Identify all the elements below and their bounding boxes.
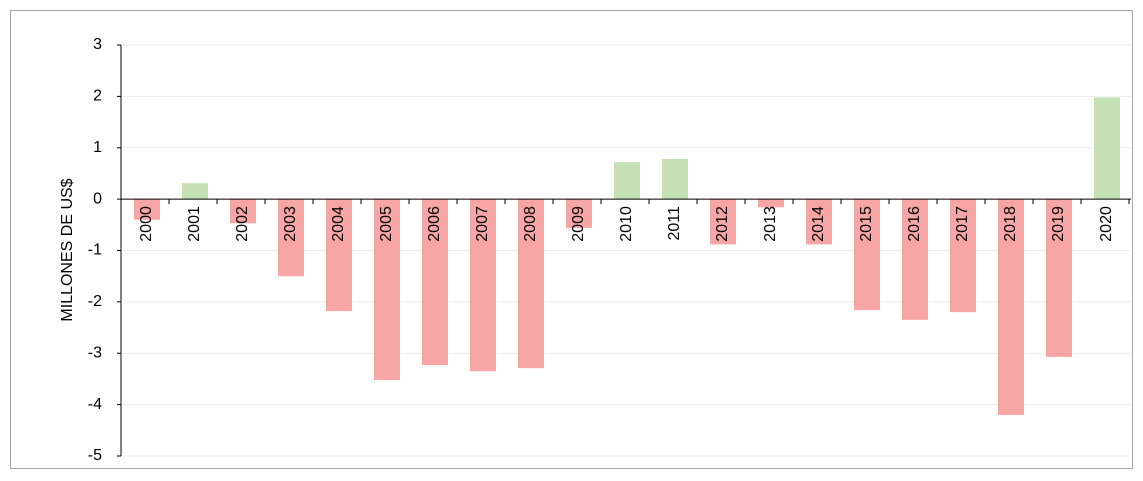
x-tick-label: 2017	[954, 206, 971, 242]
x-tick-label: 2016	[906, 206, 923, 242]
x-tick-label: 2000	[138, 206, 155, 242]
x-tick-label: 2003	[282, 206, 299, 242]
bar	[1046, 199, 1072, 357]
x-tick-label: 2006	[426, 206, 443, 242]
bar	[470, 199, 496, 372]
x-tick-label: 2007	[474, 206, 491, 242]
x-tick-label: 2002	[234, 206, 251, 242]
y-tick-label: 0	[93, 190, 102, 207]
bar	[806, 199, 832, 245]
y-tick-label: -3	[88, 344, 102, 361]
y-tick-label: -2	[88, 293, 102, 310]
y-tick-label: 1	[93, 139, 102, 156]
y-tick-label: -5	[88, 447, 102, 464]
x-tick-label: 2014	[810, 206, 827, 242]
x-tick-label: 2009	[570, 206, 587, 242]
bar	[422, 199, 448, 366]
x-tick-label: 2012	[714, 206, 731, 242]
x-tick-label: 2019	[1050, 206, 1067, 242]
bar	[998, 199, 1024, 415]
bar	[374, 199, 400, 380]
x-tick-label: 2010	[618, 206, 635, 242]
x-tick-label: 2015	[858, 206, 875, 242]
bar	[710, 199, 736, 245]
bar	[902, 199, 928, 320]
x-tick-label: 2005	[378, 206, 395, 242]
y-tick-label: 2	[93, 88, 102, 105]
x-tick-label: 2013	[762, 206, 779, 242]
bar	[326, 199, 352, 312]
y-tick-label: 3	[93, 36, 102, 53]
bar	[758, 199, 784, 208]
bar	[134, 199, 160, 220]
x-tick-label: 2018	[1002, 206, 1019, 242]
x-tick-label: 2004	[330, 206, 347, 242]
bar	[278, 199, 304, 277]
bar	[662, 159, 688, 200]
x-tick-label: 2020	[1098, 206, 1115, 242]
bar	[182, 183, 208, 200]
bar	[614, 162, 640, 200]
bar	[1094, 97, 1120, 200]
bar	[854, 199, 880, 311]
x-tick-label: 2011	[666, 206, 683, 241]
y-axis-label: MILLONES DE US$	[59, 178, 76, 321]
bar	[230, 199, 256, 224]
x-tick-label: 2008	[522, 206, 539, 242]
bar	[518, 199, 544, 369]
chart-frame	[10, 10, 1133, 469]
bar	[566, 199, 592, 228]
y-tick-label: -4	[88, 396, 102, 413]
y-tick-label: -1	[88, 242, 102, 259]
bar	[950, 199, 976, 313]
x-tick-label: 2001	[186, 206, 203, 242]
